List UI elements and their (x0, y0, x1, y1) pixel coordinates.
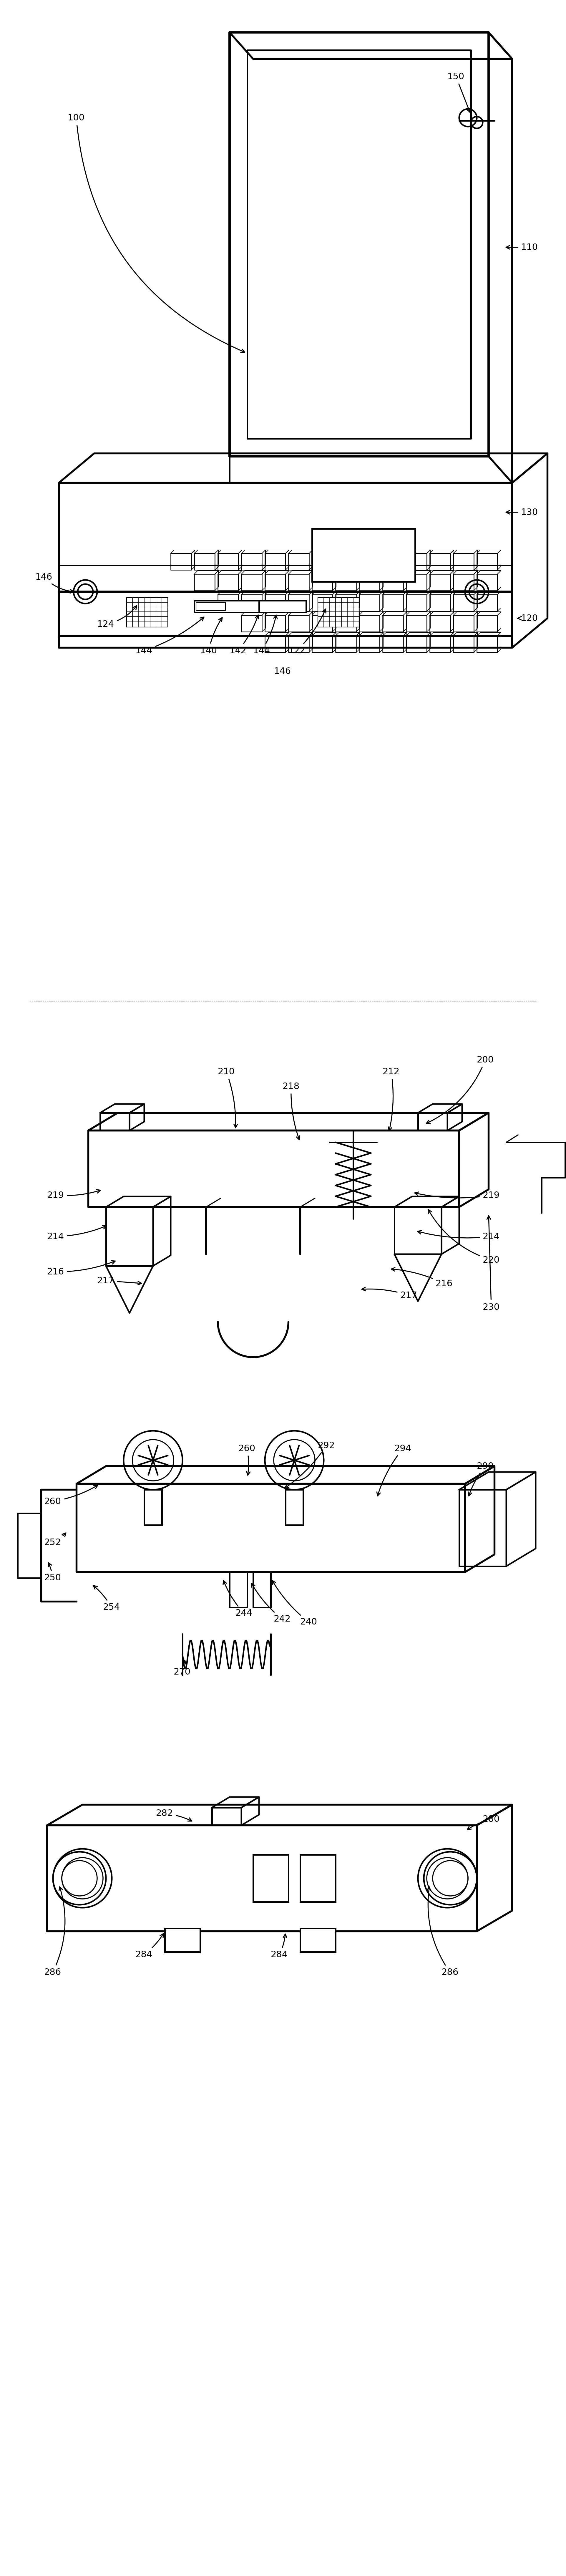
Text: 216: 216 (47, 1260, 115, 1275)
Text: 260: 260 (44, 1486, 98, 1507)
Text: 242: 242 (251, 1584, 291, 1623)
Text: 284: 284 (135, 1935, 164, 1960)
Text: 280: 280 (467, 1816, 500, 1829)
Text: 217: 217 (362, 1288, 417, 1301)
Bar (194, 600, 265, 613)
Text: 294: 294 (376, 1445, 411, 1497)
Text: 218: 218 (282, 1082, 299, 1139)
Text: 150: 150 (447, 72, 470, 113)
Text: 292: 292 (285, 1440, 335, 1489)
Text: 142: 142 (229, 616, 259, 654)
Text: 252: 252 (44, 1533, 66, 1548)
Text: 217: 217 (97, 1275, 142, 1285)
Bar (144, 1489, 162, 1525)
Text: 146: 146 (35, 572, 74, 592)
Bar (253, 1855, 288, 1901)
Text: 219: 219 (47, 1190, 100, 1200)
Bar (285, 1489, 303, 1525)
Text: 210: 210 (218, 1066, 237, 1128)
Text: 120: 120 (517, 613, 538, 623)
Bar (253, 1571, 271, 1607)
Bar (259, 600, 306, 613)
Text: 144: 144 (135, 618, 204, 654)
Text: 290: 290 (468, 1461, 494, 1497)
Text: 140: 140 (200, 618, 222, 654)
Text: 214: 214 (417, 1231, 500, 1242)
Text: 130: 130 (506, 507, 538, 518)
Text: 220: 220 (428, 1208, 500, 1265)
Bar (312, 528, 415, 582)
Bar (196, 603, 225, 611)
Text: 212: 212 (383, 1066, 400, 1131)
Text: 286: 286 (427, 1886, 458, 1976)
Text: 122: 122 (288, 608, 325, 654)
Bar (229, 1571, 247, 1607)
Text: 230: 230 (482, 1216, 500, 1311)
Text: 124: 124 (97, 605, 136, 629)
Text: 200: 200 (426, 1056, 494, 1123)
Text: 254: 254 (93, 1587, 120, 1613)
Text: 146: 146 (274, 667, 291, 675)
Text: 100: 100 (68, 113, 245, 353)
Bar (165, 1929, 200, 1953)
Text: 244: 244 (223, 1582, 252, 1618)
Text: 214: 214 (47, 1226, 106, 1242)
Bar (318, 598, 359, 626)
Text: 270: 270 (174, 1659, 191, 1677)
Text: 216: 216 (391, 1267, 452, 1288)
Text: 286: 286 (44, 1886, 65, 1976)
Bar (300, 1929, 336, 1953)
Text: 282: 282 (156, 1808, 192, 1821)
Text: 260: 260 (238, 1445, 255, 1476)
Text: 284: 284 (271, 1935, 288, 1960)
Bar (126, 598, 168, 626)
Text: 144: 144 (253, 616, 277, 654)
Text: 250: 250 (44, 1564, 61, 1582)
Text: 240: 240 (272, 1579, 317, 1625)
Text: 110: 110 (506, 242, 538, 252)
Bar (300, 1855, 336, 1901)
Text: 219: 219 (414, 1190, 500, 1200)
